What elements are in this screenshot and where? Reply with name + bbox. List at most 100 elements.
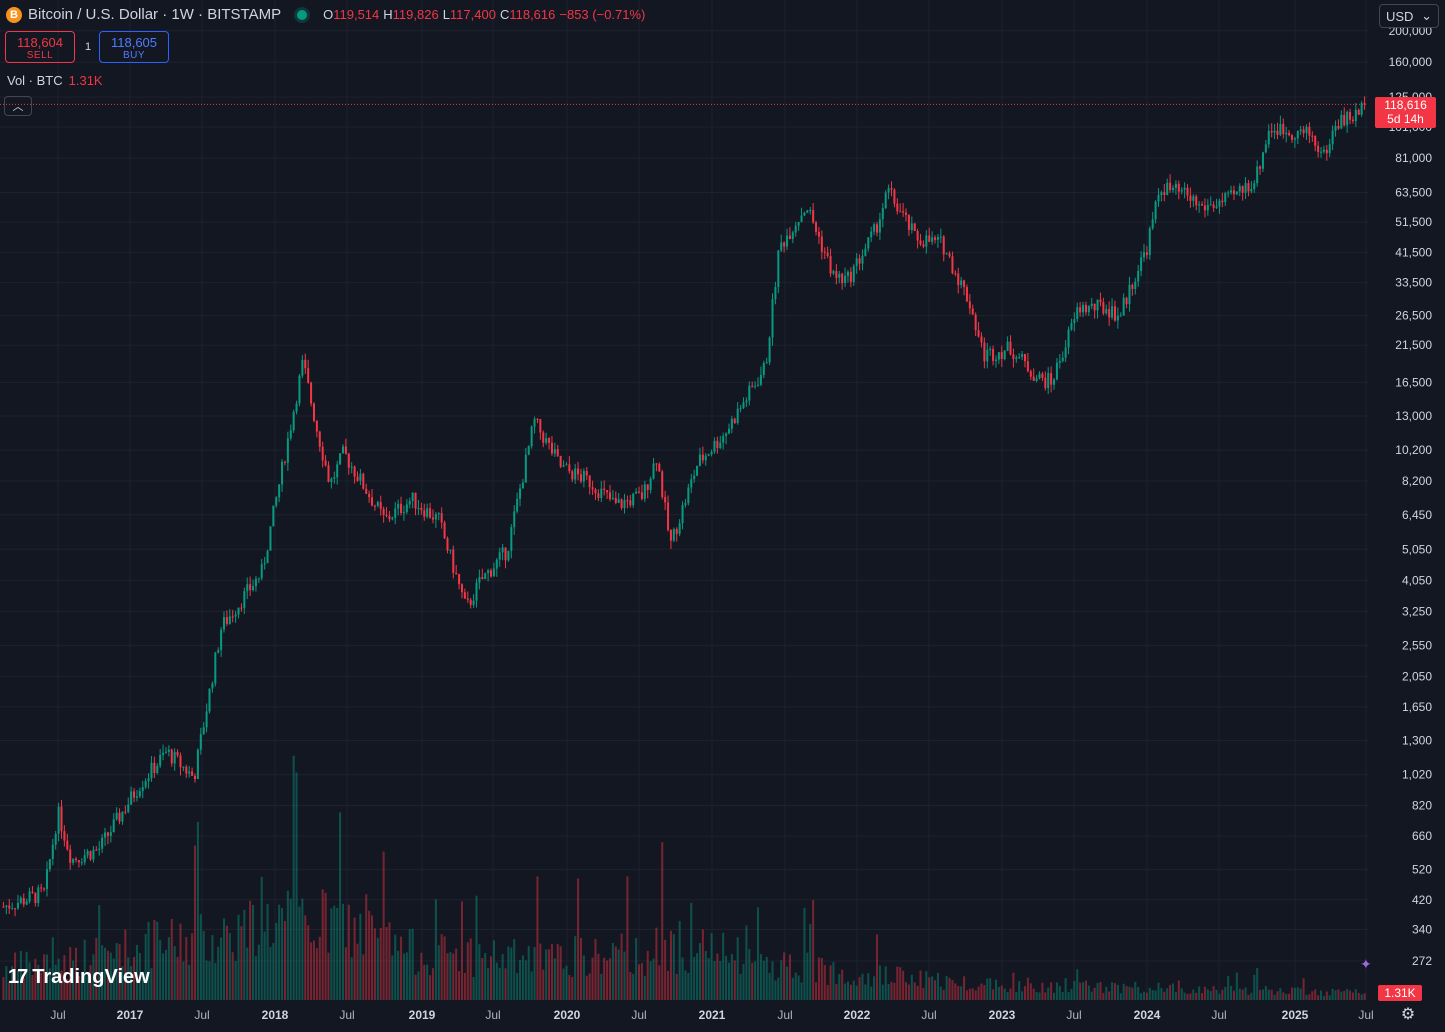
volume-bar xyxy=(1340,991,1343,1000)
volume-bar xyxy=(1154,990,1157,1000)
volume-bar xyxy=(759,953,762,1000)
candle-body xyxy=(989,349,992,351)
volume-bar xyxy=(225,925,228,1000)
candle-body xyxy=(269,526,272,551)
volume-bars xyxy=(2,755,1366,1000)
candle-body xyxy=(1227,192,1230,194)
market-status-icon[interactable] xyxy=(297,9,308,20)
volume-bar xyxy=(281,908,284,1000)
volume-bar xyxy=(513,939,516,1000)
volume-bar xyxy=(983,985,986,1000)
candle-body xyxy=(202,727,205,735)
volume-bar xyxy=(855,985,858,1000)
candle-body xyxy=(1099,299,1102,303)
candlestick-series xyxy=(2,96,1366,917)
candle-body xyxy=(133,791,136,798)
time-axis[interactable] xyxy=(0,1000,1445,1032)
candle-body xyxy=(1241,186,1244,193)
volume-bar xyxy=(1079,982,1082,1000)
volume-bar xyxy=(275,922,278,1000)
volume-bar xyxy=(321,889,324,1000)
candle-body xyxy=(774,287,777,300)
currency-selector[interactable]: USD ⌄ xyxy=(1379,4,1439,28)
candle-body xyxy=(34,892,37,904)
volume-bar xyxy=(394,934,397,1000)
volume-bar xyxy=(806,952,809,1000)
volume-bar xyxy=(1320,990,1323,1000)
candle-body xyxy=(135,796,138,798)
candle-body xyxy=(83,855,86,863)
volume-bar xyxy=(545,949,548,1000)
ohlc-value-2: 117,400 xyxy=(449,7,496,22)
candle-body xyxy=(1006,341,1009,351)
candle-body xyxy=(405,504,408,513)
volume-bar xyxy=(327,952,330,1000)
volume-bar xyxy=(437,945,440,1000)
candle-body xyxy=(1154,201,1157,220)
settings-gear-icon[interactable]: ⚙ xyxy=(1400,1006,1416,1023)
x-tick-label: Jul xyxy=(1358,1008,1373,1022)
candle-body xyxy=(1282,123,1285,135)
candle-body xyxy=(1218,200,1221,207)
candle-body xyxy=(347,453,350,468)
volume-bar xyxy=(649,961,652,1000)
volume-bar xyxy=(34,958,37,1000)
sparkle-icon[interactable]: ✦ xyxy=(1360,956,1372,972)
candle-body xyxy=(1053,379,1056,385)
volume-bar xyxy=(664,939,667,1000)
volume-bar xyxy=(594,938,597,1000)
candle-body xyxy=(1061,357,1064,362)
candle-body xyxy=(574,468,577,480)
candle-body xyxy=(951,256,954,274)
volume-bar xyxy=(350,957,353,1000)
candle-body xyxy=(968,301,971,309)
volume-bar xyxy=(391,955,394,1000)
volume-bar xyxy=(1055,982,1058,1000)
candle-body xyxy=(231,616,234,618)
candle-body xyxy=(1299,129,1302,132)
volume-bar xyxy=(1009,988,1012,1000)
candle-body xyxy=(336,464,339,478)
x-tick-label: 2025 xyxy=(1282,1008,1309,1022)
buy-button[interactable]: 118,605 BUY xyxy=(99,31,169,63)
volume-bar xyxy=(487,968,490,1000)
candle-body xyxy=(765,362,768,364)
volume-bar xyxy=(37,964,40,1000)
candle-body xyxy=(1288,132,1291,136)
candle-body xyxy=(19,898,22,903)
currency-label: USD xyxy=(1386,8,1414,24)
candle-body xyxy=(2,906,5,908)
candle-body xyxy=(704,455,707,461)
candle-body xyxy=(597,493,600,498)
volume-bar xyxy=(727,962,730,1000)
tradingview-watermark[interactable]: 17 TradingView xyxy=(8,966,150,989)
candle-body xyxy=(806,210,809,213)
candle-body xyxy=(1015,357,1018,360)
candle-body xyxy=(667,502,670,531)
volume-bar xyxy=(179,923,182,1000)
ohlc-value-4: −853 (−0.71%) xyxy=(559,7,646,22)
volume-bar xyxy=(1293,987,1296,1000)
volume-bar xyxy=(980,983,983,1000)
volume-bar xyxy=(626,876,629,1000)
volume-bar xyxy=(948,977,951,1000)
volume-legend[interactable]: Vol · BTC 1.31K xyxy=(7,73,103,88)
collapse-legend-button[interactable]: ︿ xyxy=(4,96,32,116)
volume-bar xyxy=(823,965,826,1000)
candle-body xyxy=(469,599,472,605)
candle-body xyxy=(669,530,672,541)
volume-bar xyxy=(907,984,910,1000)
candle-body xyxy=(730,418,733,429)
sell-button[interactable]: 118,604 SELL xyxy=(5,31,75,63)
candle-body xyxy=(1050,373,1053,385)
candle-body xyxy=(260,564,263,579)
volume-bar xyxy=(60,970,63,1000)
volume-bar xyxy=(469,938,472,1000)
y-tick-label: 1,650 xyxy=(1402,700,1432,714)
symbol-title[interactable]: Bitcoin / U.S. Dollar · 1W · BITSTAMP xyxy=(28,6,282,23)
price-axis[interactable] xyxy=(1368,0,1445,1000)
volume-bar xyxy=(1302,978,1305,1000)
candle-body xyxy=(1169,182,1172,191)
candle-body xyxy=(121,811,124,822)
